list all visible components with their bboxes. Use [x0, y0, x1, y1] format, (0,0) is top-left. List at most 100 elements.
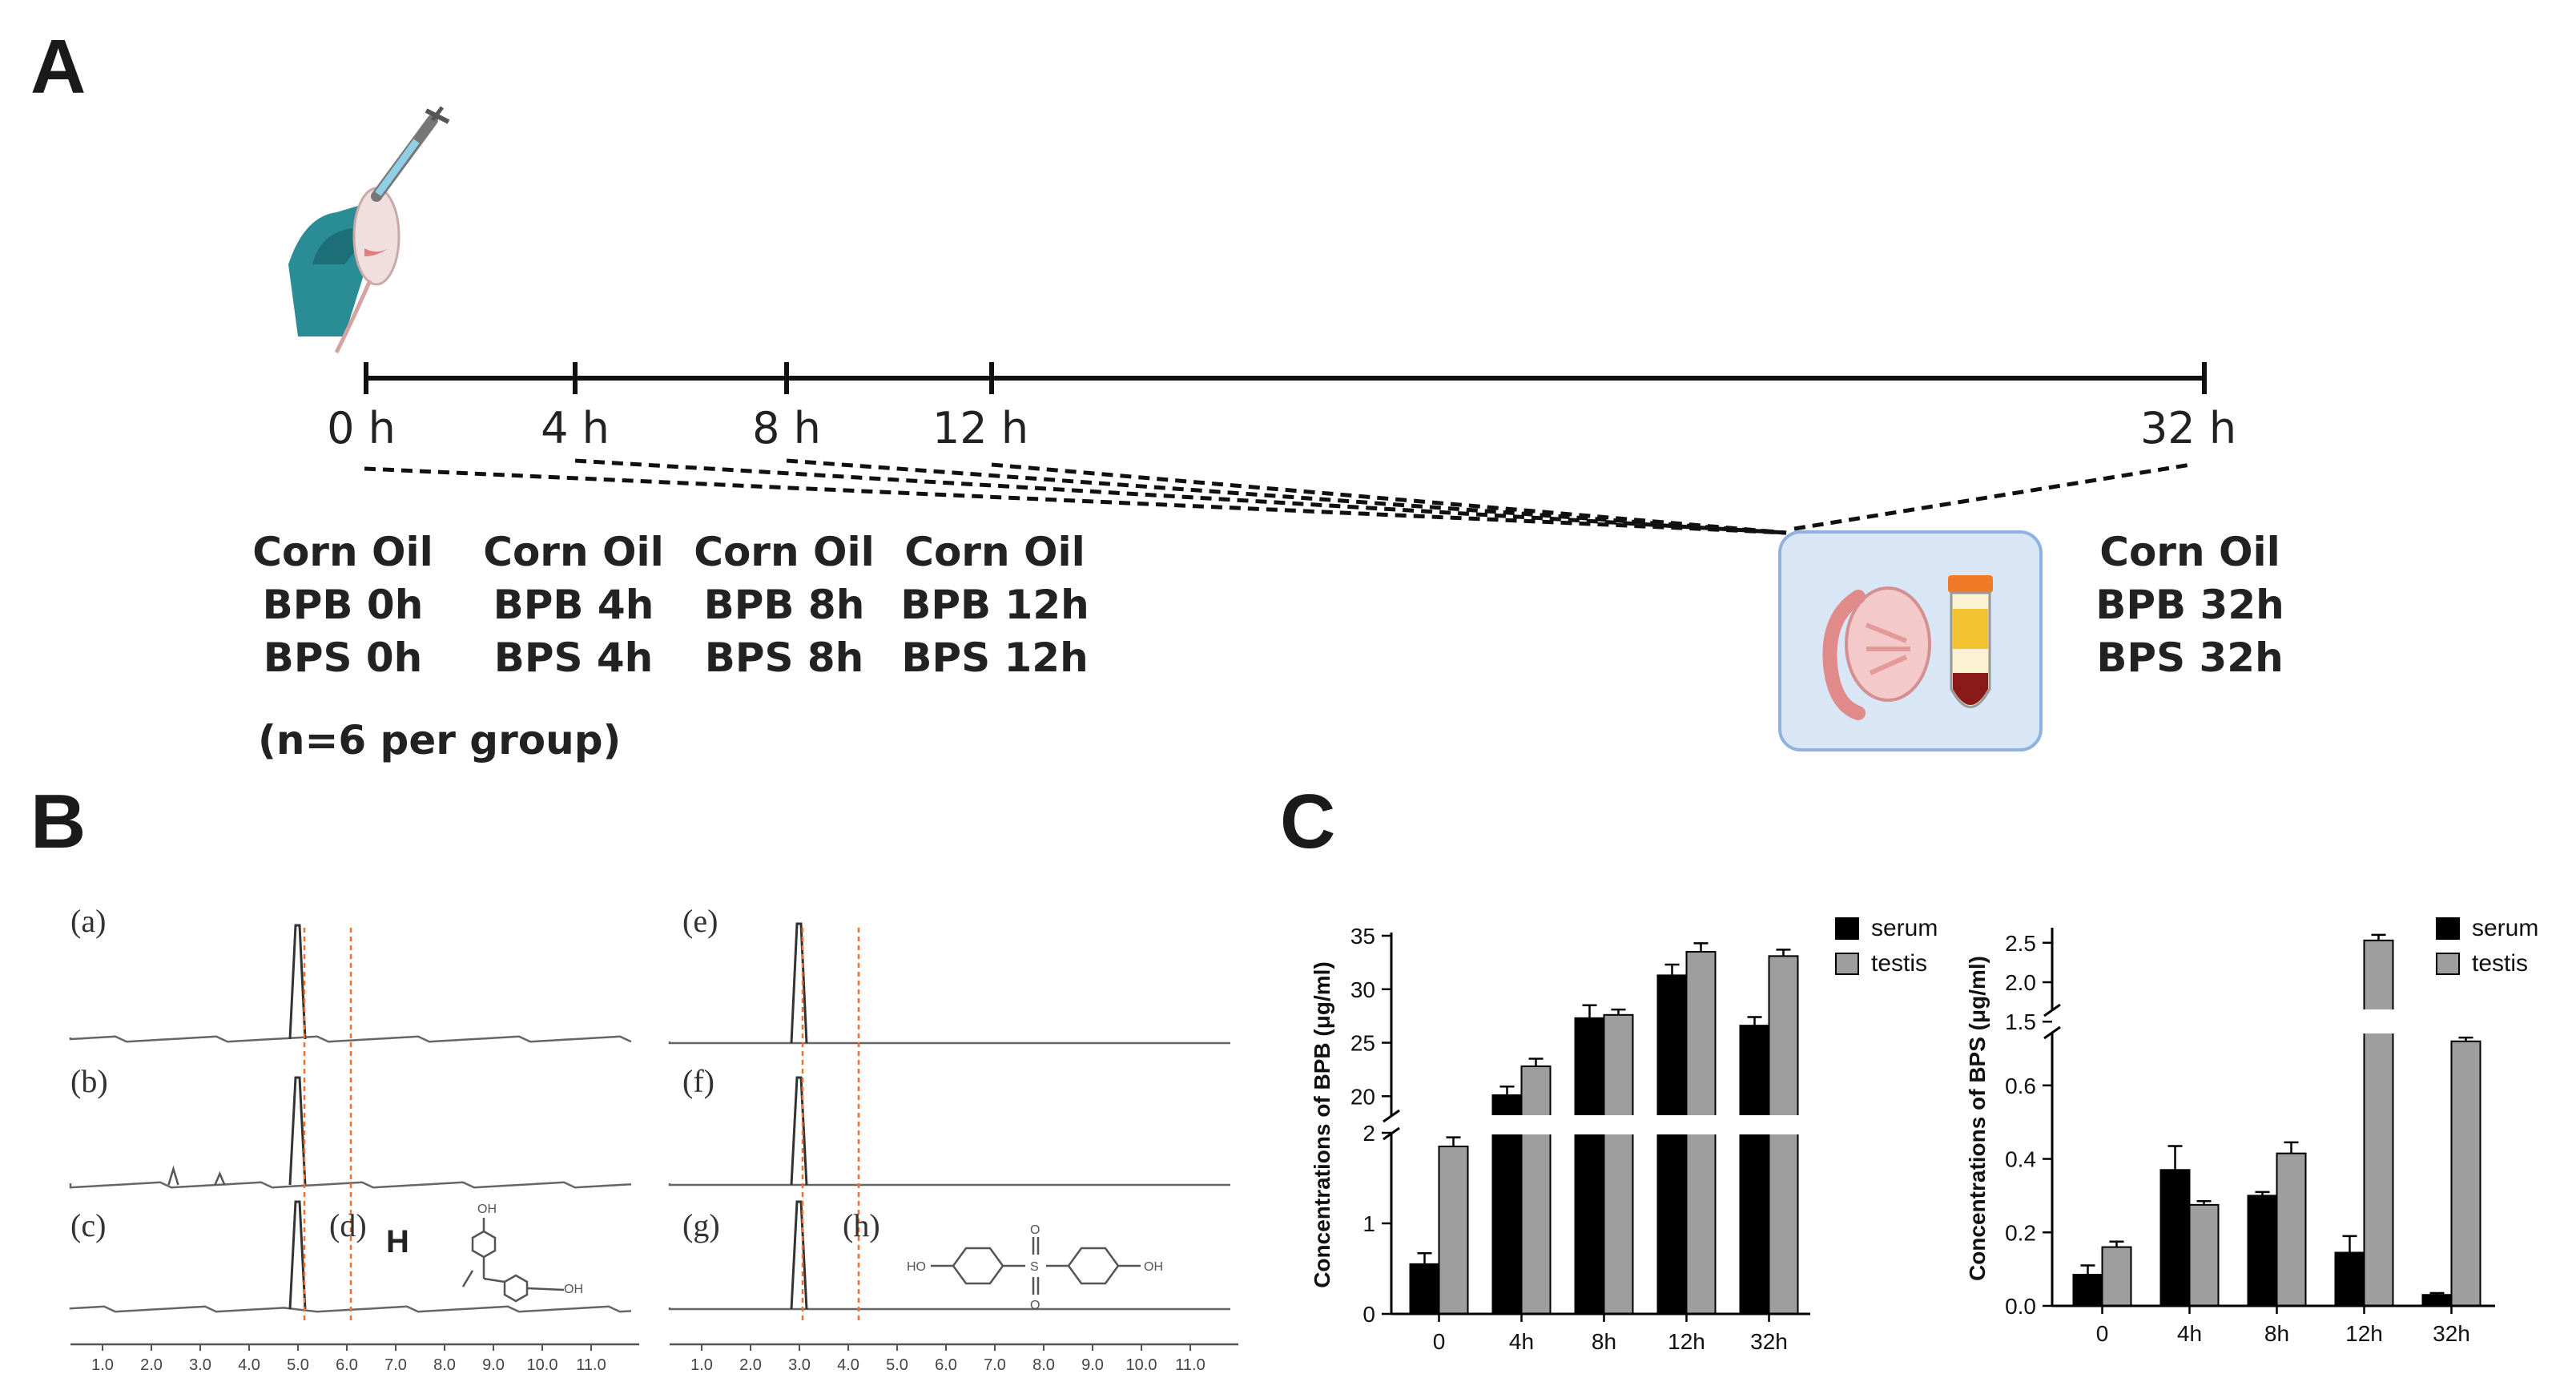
trace-label-b: (b)	[70, 1063, 108, 1099]
group-label: Corn Oil	[252, 529, 433, 575]
chromatogram-minor-peak	[167, 1165, 179, 1186]
chromatogram-peak	[790, 1076, 808, 1186]
chromatogram-peak	[288, 1076, 307, 1186]
bps-ho-left: HO	[907, 1260, 926, 1274]
group-label: Corn Oil	[2099, 529, 2280, 575]
testis-bar	[1603, 1013, 1634, 1315]
serum-bar	[2247, 1195, 2278, 1307]
chromatogram-peak	[288, 1200, 307, 1310]
bps-bar-chart: 0 4h 8h 12h 32h 0.0 0.2 0.4 0.6 1.5 2.0 2.5 Concentr…	[1965, 915, 2538, 1346]
bpb-structure-icon	[461, 1218, 565, 1303]
bps-oxygen-bottom: O	[1030, 1299, 1040, 1312]
group-label: BPS 12h	[901, 635, 1088, 681]
x-tick-label: 8h	[1592, 1329, 1616, 1354]
chromatogram-tick-label: 11.0	[1175, 1356, 1205, 1374]
chromatogram-tick-label: 1.0	[91, 1356, 114, 1374]
trace-label-h: (h)	[843, 1207, 880, 1243]
sampling-dashed-lines	[364, 458, 2192, 535]
chromatogram-tick-label: 5.0	[886, 1356, 908, 1374]
group-32h: Corn Oil BPB 32h BPS 32h	[2095, 529, 2284, 681]
group-4h: Corn Oil BPB 4h BPS 4h	[483, 529, 664, 681]
chromatogram-tick-label: 2.0	[739, 1356, 762, 1374]
serum-bar	[1656, 974, 1688, 1315]
trace-label-g: (g)	[682, 1207, 720, 1243]
chromatogram-trace	[69, 1035, 632, 1043]
testis-bar	[1438, 1145, 1469, 1315]
bpb-oh-right: OH	[564, 1283, 583, 1296]
group-label: BPS 0h	[264, 635, 423, 681]
x-tick-label: 0	[2096, 1321, 2109, 1346]
chromatogram-trace	[668, 1307, 1230, 1311]
mouse-injection-icon	[288, 106, 450, 354]
group-label: BPB 12h	[900, 582, 1089, 628]
group-0h: Corn Oil BPB 0h BPS 0h	[252, 529, 433, 681]
x-tick-label: 12h	[2345, 1321, 2383, 1346]
trace-label-f: (f)	[682, 1063, 714, 1099]
legend-swatch-serum	[2436, 917, 2460, 940]
chromatogram-peak	[790, 1200, 808, 1310]
y-tick-label: 0.4	[2005, 1147, 2036, 1172]
bps-structure-icon	[931, 1237, 1141, 1295]
group-label: BPB 32h	[2095, 582, 2284, 628]
legend-swatch-testis	[1835, 953, 1859, 975]
y-tick-label: 0.2	[2005, 1220, 2036, 1245]
trace-label-e: (e)	[682, 903, 718, 939]
group-label: BPB 0h	[263, 582, 424, 628]
y-axis-label: Concentrations of BPS (μg/ml)	[1965, 956, 1990, 1281]
x-tick-label: 4h	[2177, 1321, 2202, 1346]
group-label: BPB 8h	[704, 582, 865, 628]
y-tick-label: 2.5	[2005, 931, 2036, 956]
chromatogram-tick-label: 1.0	[690, 1356, 713, 1374]
timeline-tick-0h: 0 h	[327, 403, 396, 453]
chromatogram-tick-label: 8.0	[1032, 1356, 1055, 1374]
y-tick-label: 25	[1350, 1031, 1375, 1056]
y-tick-label: 30	[1350, 977, 1375, 1002]
chromatogram-peak	[790, 922, 808, 1044]
chromatogram-tick-label: 4.0	[238, 1356, 260, 1374]
bps-oh-right: OH	[1144, 1260, 1163, 1274]
legend-label-serum: serum	[1871, 915, 1938, 941]
y-tick-label: 1.5	[2005, 1009, 2036, 1034]
legend-label-testis: testis	[2472, 950, 2528, 977]
group-label: BPB 4h	[493, 582, 654, 628]
y-tick-label: 0.6	[2005, 1074, 2036, 1098]
y-axis-label: Concentrations of BPB (μg/ml)	[1310, 961, 1334, 1288]
serum-bar	[1574, 1017, 1605, 1315]
x-tick-label: 4h	[1509, 1329, 1534, 1354]
chromatogram-tick-label: 10.0	[1126, 1356, 1157, 1374]
y-tick-label: 1	[1362, 1211, 1375, 1236]
axis-break-mark	[2043, 1003, 2061, 1017]
axis-break-mark	[1383, 1109, 1400, 1123]
group-label: Corn Oil	[904, 529, 1085, 575]
group-label: BPS 32h	[2096, 635, 2283, 681]
chromatogram-tick-label: 6.0	[336, 1356, 358, 1374]
testis-bar	[2450, 1040, 2481, 1307]
chromatogram-tick-label: 7.0	[384, 1356, 407, 1374]
x-tick-label: 12h	[1668, 1329, 1705, 1354]
timeline-tick-12h: 12 h	[932, 403, 1028, 453]
bps-sulfur: S	[1030, 1260, 1039, 1274]
chromatogram-peak	[288, 924, 307, 1040]
bpb-bar-chart: 0 4h 8h 12h 32h 0 1 2 20 25 30 35 Concentrations of …	[1310, 915, 1938, 1354]
panel-label-a: A	[30, 24, 86, 110]
chromatogram-trace	[668, 1041, 1230, 1045]
chromatogram-tick-label: 7.0	[984, 1356, 1006, 1374]
axis-break-band	[2054, 1009, 2500, 1033]
trace-label-c: (c)	[70, 1207, 106, 1243]
chromatogram-tick-label: 2.0	[140, 1356, 163, 1374]
timeline-axis	[364, 362, 2207, 394]
chromatogram-tick-label: 8.0	[433, 1356, 456, 1374]
chromatogram-tick-label: 10.0	[527, 1356, 558, 1374]
axis-break-mark	[2043, 1025, 2061, 1040]
bps-oxygen-top: O	[1030, 1223, 1040, 1237]
serum-bar	[1739, 1025, 1770, 1315]
testis-serum-sample-icon	[1778, 530, 2043, 751]
timeline-tick-32h: 32 h	[2140, 403, 2236, 453]
legend-swatch-serum	[1835, 917, 1859, 940]
serum-bar	[2334, 1251, 2365, 1307]
x-tick-label: 32h	[2433, 1321, 2470, 1346]
testis-bar	[2188, 1203, 2220, 1307]
chromatogram-tick-label: 5.0	[287, 1356, 309, 1374]
chromatogram-tick-label: 6.0	[935, 1356, 957, 1374]
